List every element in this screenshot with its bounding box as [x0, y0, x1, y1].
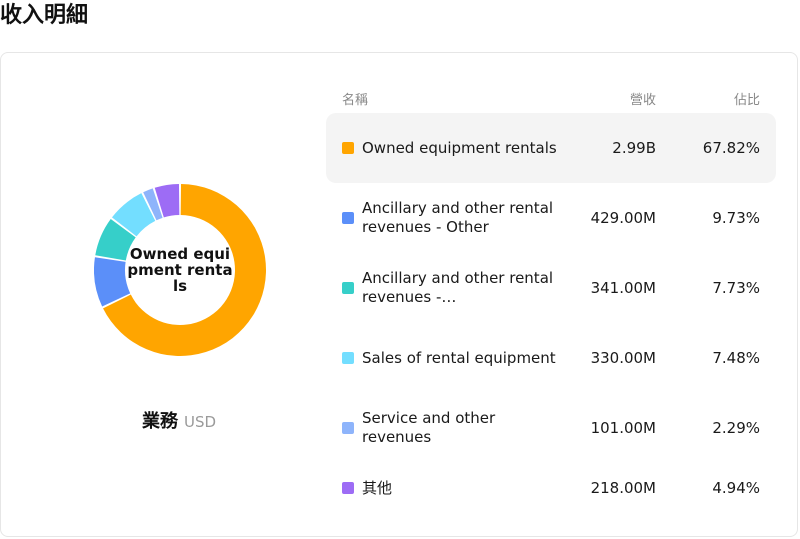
- row-name: Ancillary and other rental revenues -…: [362, 269, 554, 306]
- row-revenue: 341.00M: [590, 279, 656, 297]
- row-revenue: 429.00M: [590, 209, 656, 227]
- page-title: 收入明細: [0, 3, 89, 28]
- legend-swatch: [342, 482, 354, 494]
- row-share: 67.82%: [702, 139, 760, 157]
- row-name: 其他: [362, 478, 393, 497]
- caption-unit: USD: [183, 413, 217, 431]
- donut-slice[interactable]: [95, 219, 136, 261]
- donut-caption: 業務 USD: [1, 407, 357, 433]
- row-revenue: 2.99B: [612, 139, 656, 157]
- donut-chart[interactable]: Owned equipment rentals: [94, 184, 266, 356]
- table-row[interactable]: Owned equipment rentals 2.99B 67.82%: [326, 113, 776, 183]
- row-revenue: 101.00M: [590, 419, 656, 437]
- donut-center-label: Owned equipment rentals: [127, 245, 233, 295]
- row-share: 7.73%: [712, 279, 760, 297]
- row-name: Sales of rental equipment: [362, 348, 556, 367]
- donut-svg: [94, 184, 266, 356]
- row-name: Owned equipment rentals: [362, 138, 557, 157]
- header-share: 佔比: [733, 93, 760, 108]
- row-name: Ancillary and other rental revenues - Ot…: [362, 199, 554, 236]
- table-row[interactable]: Ancillary and other rental revenues - Ot…: [326, 183, 776, 253]
- table-row[interactable]: Sales of rental equipment 330.00M 7.48%: [326, 323, 776, 393]
- row-share: 9.73%: [712, 209, 760, 227]
- donut-slice[interactable]: [111, 193, 156, 237]
- donut-slice[interactable]: [143, 188, 163, 221]
- row-name: Service and other revenues: [362, 409, 496, 446]
- row-revenue: 218.00M: [590, 479, 656, 497]
- row-share: 2.29%: [712, 419, 760, 437]
- header-name: 名稱: [342, 93, 369, 108]
- donut-slice[interactable]: [154, 184, 180, 218]
- caption-title: 業務: [141, 411, 178, 432]
- table-row[interactable]: Service and other revenues 101.00M 2.29%: [326, 393, 776, 463]
- legend-swatch: [342, 142, 354, 154]
- donut-slice[interactable]: [94, 257, 131, 307]
- legend-swatch: [342, 282, 354, 294]
- legend-swatch: [342, 352, 354, 364]
- row-revenue: 330.00M: [590, 349, 656, 367]
- table-header: 名稱 營收 佔比: [326, 89, 776, 109]
- donut-slice[interactable]: [103, 184, 266, 356]
- header-revenue: 營收: [629, 93, 656, 108]
- legend-swatch: [342, 212, 354, 224]
- row-share: 7.48%: [712, 349, 760, 367]
- row-share: 4.94%: [712, 479, 760, 497]
- table-row[interactable]: Ancillary and other rental revenues -… 3…: [326, 253, 776, 323]
- table-row[interactable]: 其他 218.00M 4.94%: [326, 453, 776, 523]
- revenue-breakdown-card: Owned equipment rentals 業務 USD 名稱 營收 佔比 O…: [0, 52, 798, 537]
- legend-swatch: [342, 422, 354, 434]
